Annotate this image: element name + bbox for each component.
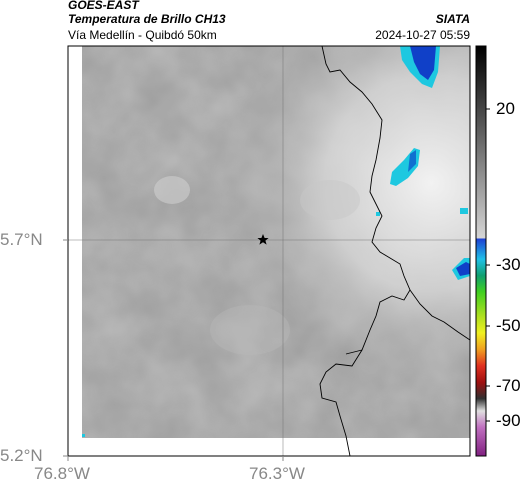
axis-ticks	[63, 239, 284, 461]
cold-cloud-tops	[82, 46, 470, 437]
latitude-label: 5.2°N	[0, 446, 43, 465]
colorbar-tick-label: 20	[496, 99, 515, 118]
star-icon	[257, 234, 269, 245]
department-border-east	[409, 289, 470, 341]
product-title: Temperatura de Brillo CH13	[68, 12, 226, 26]
colorbar-tick-label: -30	[496, 255, 521, 274]
colorbar	[476, 46, 486, 456]
colorbar-tick-label: -90	[496, 411, 521, 430]
route-subtitle: Vía Medellín - Quibdó 50km	[68, 28, 217, 42]
colorbar-tick-label: -70	[496, 376, 521, 395]
longitude-label: 76.8°W	[34, 464, 90, 483]
colorbar-tick-label: -50	[496, 316, 521, 335]
longitude-label: 76.3°W	[249, 464, 305, 483]
map-frame	[67, 45, 471, 457]
satellite-title: GOES-EAST	[68, 0, 139, 12]
colorbar-ticks	[486, 108, 490, 422]
datetime-label: 2024-10-27 05:59	[375, 28, 470, 42]
department-border	[319, 46, 411, 456]
latitude-label: 5.7°N	[0, 230, 43, 249]
source-label: SIATA	[435, 12, 470, 26]
